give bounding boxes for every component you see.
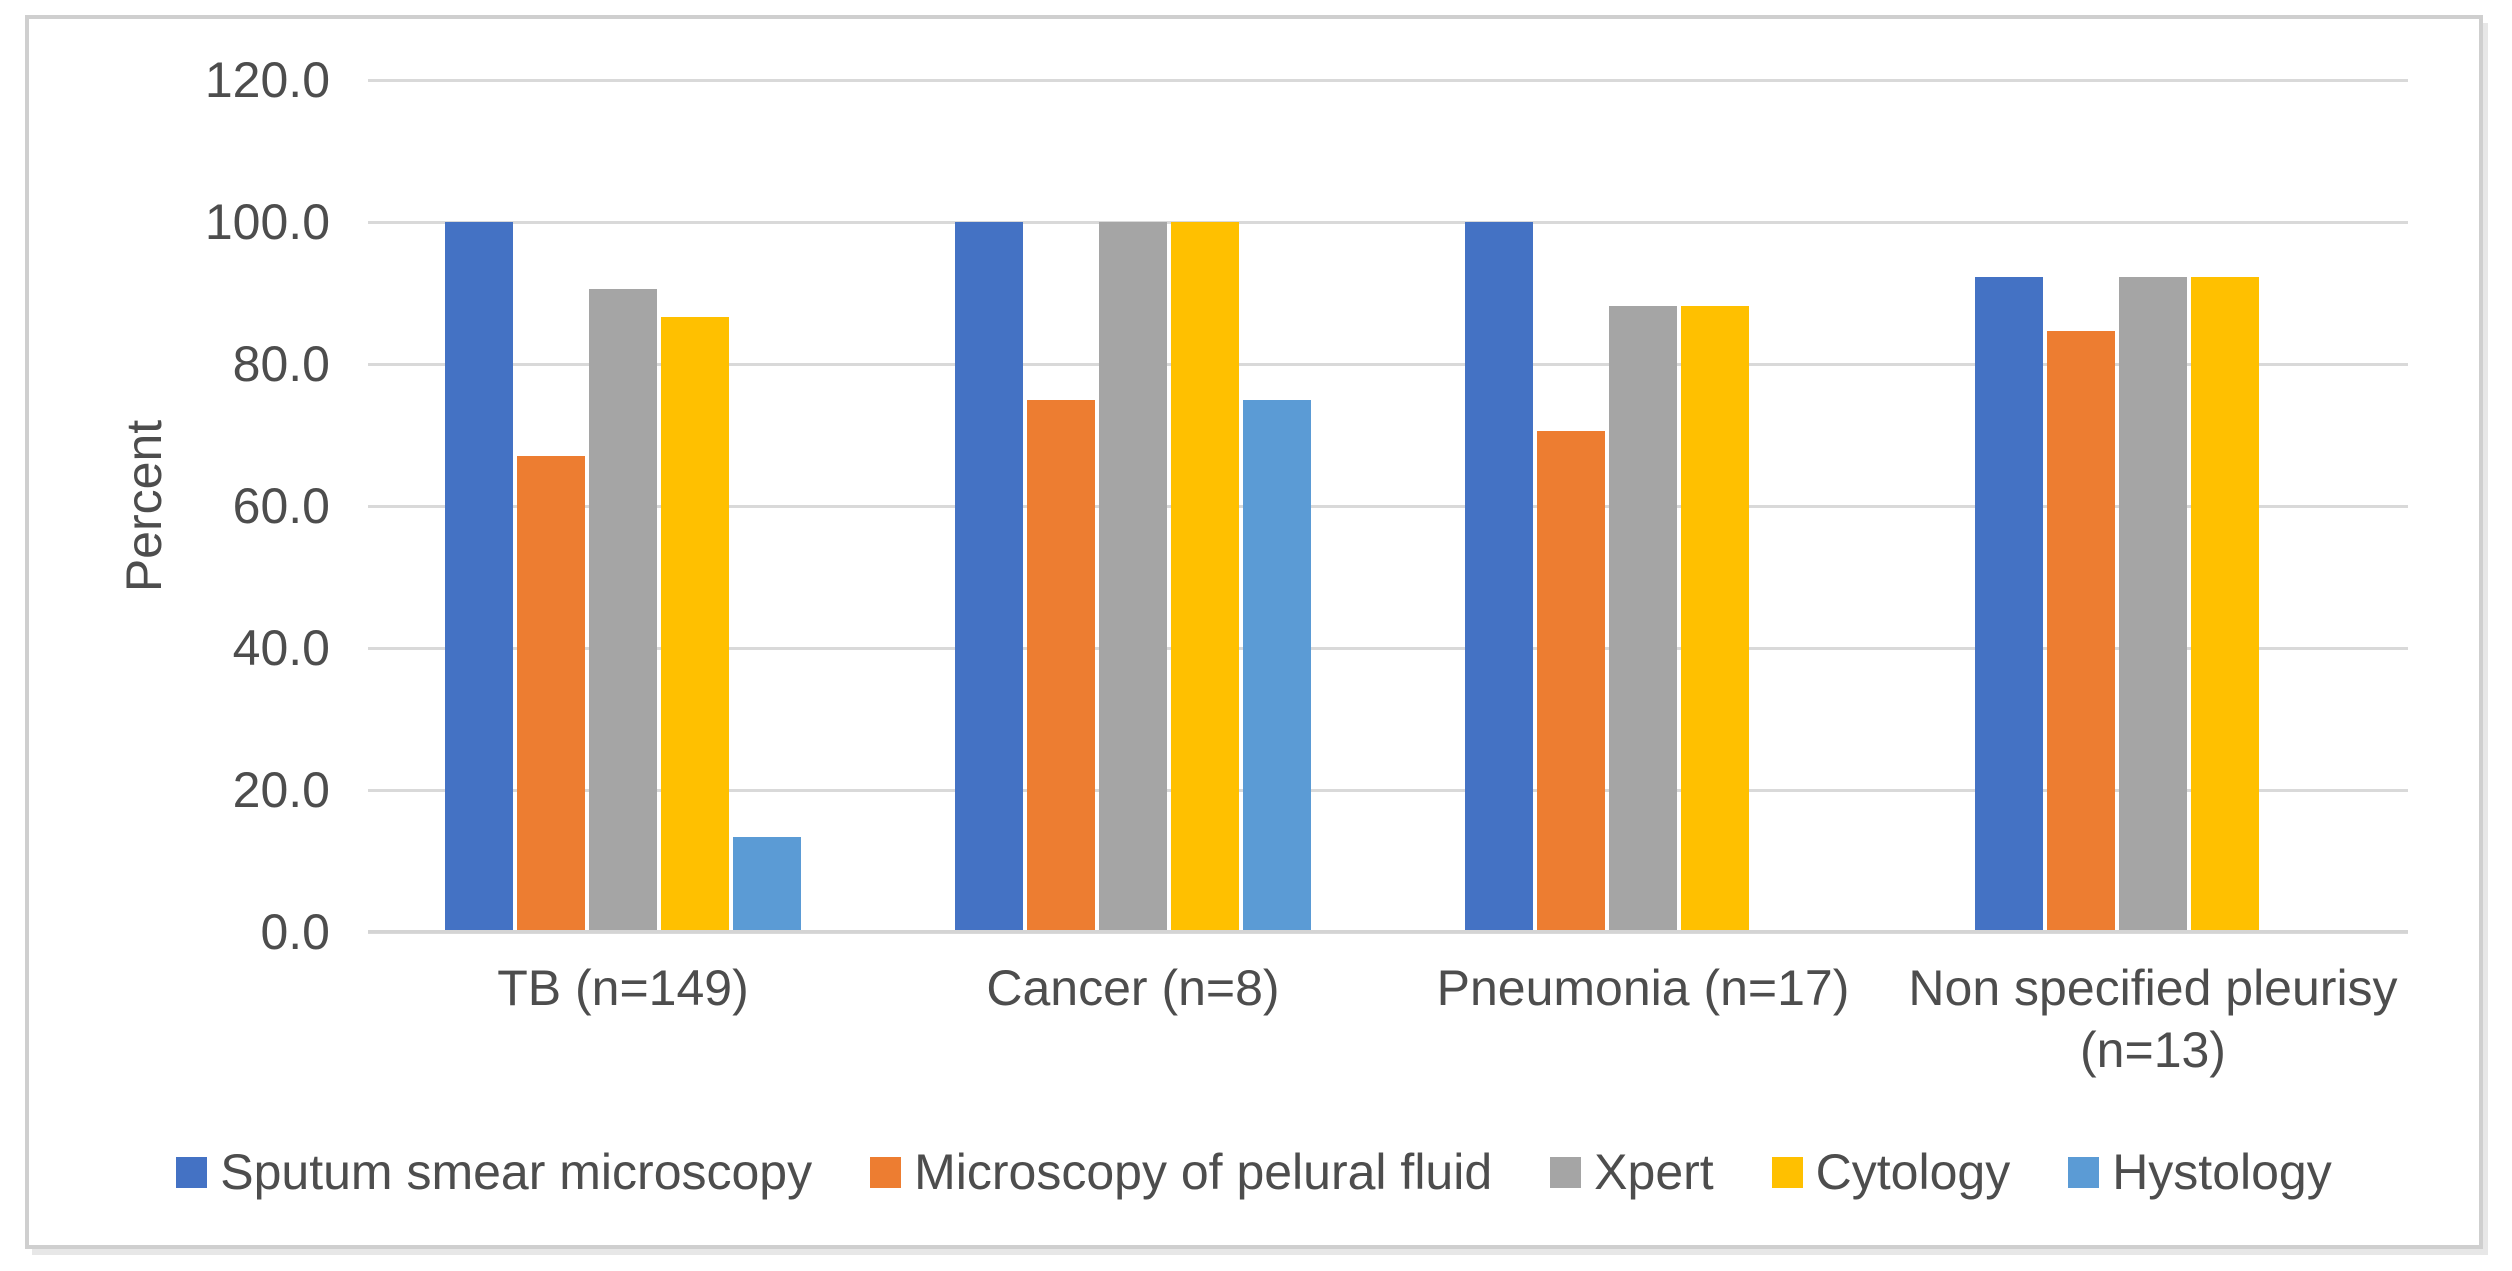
gridline (368, 221, 2408, 224)
gridline (368, 363, 2408, 366)
gridline (368, 79, 2408, 82)
legend-swatch (870, 1156, 902, 1188)
bar-microscopy-of-pelural-fluid (2047, 331, 2115, 932)
legend-swatch (176, 1156, 208, 1188)
bar-cytology (2191, 276, 2259, 932)
bar-group (878, 80, 1388, 932)
y-axis-tick-label: 80.0 (232, 336, 330, 392)
legend-item: Cytology (1771, 1143, 2011, 1201)
chart-frame: Percent 120.0 100.0 80.0 60.0 40.0 20.0 0.0 TB… (25, 15, 2483, 1249)
bar-hystology (733, 836, 801, 932)
y-axis-tick-label: 120.0 (204, 52, 330, 108)
x-axis-category-label: TB (n=149) (497, 960, 749, 1016)
bar-hystology (1243, 399, 1311, 932)
legend-item: Sputum smear microscopy (176, 1143, 812, 1201)
x-axis-category-label: Pneumonia (n=17) (1436, 960, 1850, 1016)
bar-microscopy-of-pelural-fluid (1537, 430, 1605, 932)
x-axis-category-label: Cancer (n=8) (986, 960, 1280, 1016)
bar-xpert (589, 288, 657, 932)
bar-cytology (661, 317, 729, 932)
x-axis-labels: TB (n=149) Cancer (n=8) Pneumonia (n=17) No… (368, 957, 2408, 1081)
legend-item: Hystology (2068, 1143, 2332, 1201)
bar-sputum-smear-microscopy (1975, 276, 2043, 932)
gridline (368, 505, 2408, 508)
legend-swatch (1550, 1156, 1582, 1188)
legend: Sputum smear microscopy Microscopy of pel… (29, 1137, 2479, 1207)
legend-item: Microscopy of pelural fluid (870, 1143, 1492, 1201)
y-axis-tick-label: 100.0 (204, 194, 330, 250)
bar-group (1388, 80, 1898, 932)
legend-swatch (1771, 1156, 1803, 1188)
legend-item: Xpert (1550, 1143, 1714, 1201)
legend-label: Xpert (1594, 1144, 1714, 1200)
legend-label: Cytology (1815, 1144, 2011, 1200)
plot-area (368, 79, 2408, 934)
bar-sputum-smear-microscopy (445, 222, 513, 932)
gridline (368, 789, 2408, 792)
x-axis-line (368, 930, 2408, 933)
bar-xpert (1099, 222, 1167, 932)
bar-groups (368, 80, 2408, 932)
bar-xpert (2119, 276, 2187, 932)
y-axis-tick-label: 60.0 (232, 478, 330, 534)
gridline (368, 647, 2408, 650)
bar-group (368, 80, 878, 932)
bar-sputum-smear-microscopy (1465, 222, 1533, 932)
x-axis-category-label: Non specified pleurisy (n=13) (1908, 960, 2398, 1078)
y-axis-tick-label: 0.0 (260, 904, 330, 960)
y-axis-tick-label: 20.0 (232, 762, 330, 818)
bar-sputum-smear-microscopy (955, 222, 1023, 932)
bar-group (1898, 80, 2408, 932)
y-axis-tick-label: 40.0 (232, 620, 330, 676)
bar-microscopy-of-pelural-fluid (517, 455, 585, 932)
bar-cytology (1171, 222, 1239, 932)
bar-cytology (1681, 305, 1749, 932)
legend-label: Hystology (2112, 1144, 2332, 1200)
bar-xpert (1609, 305, 1677, 932)
legend-swatch (2068, 1156, 2100, 1188)
bar-microscopy-of-pelural-fluid (1027, 399, 1095, 932)
legend-label: Sputum smear microscopy (220, 1144, 813, 1200)
legend-label: Microscopy of pelural fluid (914, 1144, 1493, 1200)
